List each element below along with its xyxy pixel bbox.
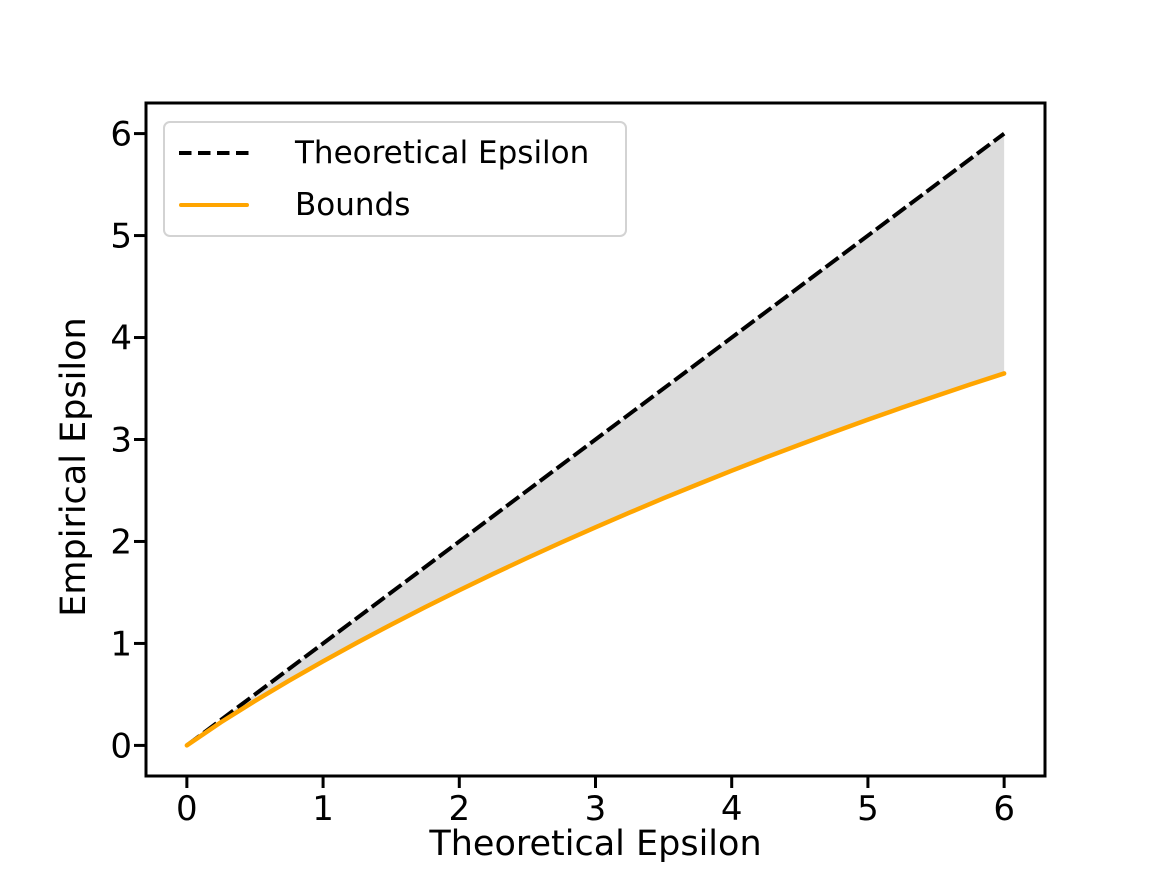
solid-line-sample bbox=[179, 202, 249, 208]
x-tick-label: 5 bbox=[857, 789, 879, 829]
dashed-line-sample bbox=[179, 151, 249, 155]
legend-item-theoretical: Theoretical Epsilon bbox=[165, 127, 625, 179]
legend-label-theoretical: Theoretical Epsilon bbox=[295, 134, 590, 171]
legend-item-bounds: Bounds bbox=[165, 179, 625, 231]
y-tick-label: 4 bbox=[110, 319, 132, 359]
y-tick-label: 6 bbox=[110, 115, 132, 155]
y-tick-label: 0 bbox=[110, 726, 132, 766]
x-tick-labels: 0 1 2 3 4 5 6 bbox=[176, 789, 1015, 829]
y-tick-label: 2 bbox=[110, 522, 132, 562]
x-axis-label: Theoretical Epsilon bbox=[429, 824, 762, 864]
x-tick-label: 3 bbox=[585, 789, 607, 829]
theoretical-line bbox=[185, 131, 1006, 748]
x-tick-label: 0 bbox=[176, 789, 198, 829]
plot-spines bbox=[144, 101, 1047, 778]
legend-label-bounds: Bounds bbox=[295, 186, 411, 223]
x-tick-label: 1 bbox=[312, 789, 334, 829]
y-tick-label: 3 bbox=[110, 421, 132, 461]
x-tick-label: 4 bbox=[721, 789, 743, 829]
x-tick-label: 6 bbox=[993, 789, 1015, 829]
y-ticks bbox=[134, 132, 145, 747]
bounds-line bbox=[184, 371, 1007, 748]
y-tick-label: 1 bbox=[110, 624, 132, 664]
y-tick-labels: 0 1 2 3 4 5 6 bbox=[110, 115, 132, 767]
y-axis-label: Empirical Epsilon bbox=[54, 317, 94, 617]
y-tick-label: 5 bbox=[110, 217, 132, 257]
x-ticks bbox=[185, 777, 1006, 788]
legend: Theoretical Epsilon Bounds bbox=[163, 121, 627, 237]
x-tick-label: 2 bbox=[448, 789, 470, 829]
